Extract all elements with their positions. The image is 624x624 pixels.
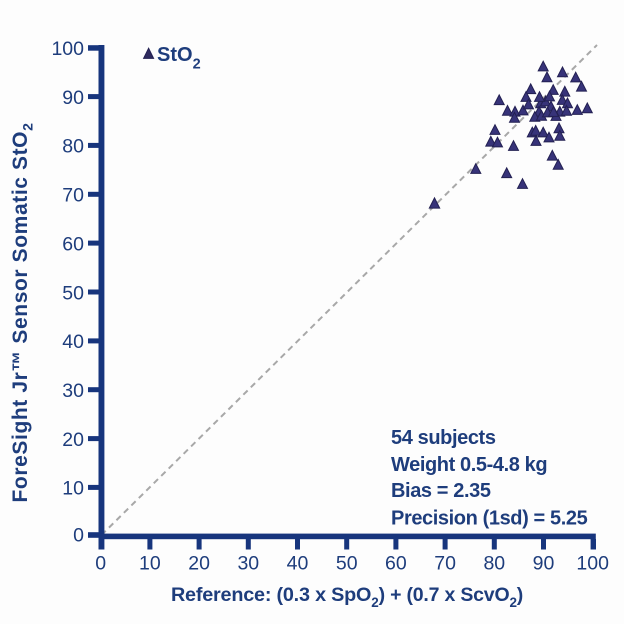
svg-text:10: 10	[62, 478, 84, 500]
svg-text:Reference: (0.3 x SpO2) + (0.7: Reference: (0.3 x SpO2) + (0.7 x ScvO2)	[171, 584, 523, 610]
svg-text:50: 50	[336, 553, 358, 575]
svg-text:90: 90	[62, 87, 84, 109]
svg-text:60: 60	[62, 233, 84, 255]
svg-text:50: 50	[62, 282, 84, 304]
svg-text:0: 0	[73, 525, 84, 547]
svg-text:70: 70	[62, 185, 84, 207]
svg-text:100: 100	[576, 553, 609, 575]
svg-text:Precision (1sd) = 5.25: Precision (1sd) = 5.25	[391, 507, 588, 529]
svg-text:20: 20	[62, 429, 84, 451]
svg-text:ForeSight Jr™ Sensor Somatic S: ForeSight Jr™ Sensor Somatic StO2	[9, 123, 36, 503]
svg-text:60: 60	[385, 553, 407, 575]
svg-text:90: 90	[533, 553, 555, 575]
svg-text:StO2: StO2	[157, 44, 201, 73]
svg-text:30: 30	[237, 553, 259, 575]
svg-text:70: 70	[434, 553, 456, 575]
svg-text:80: 80	[62, 136, 84, 158]
svg-text:40: 40	[287, 553, 309, 575]
svg-text:80: 80	[483, 553, 505, 575]
svg-text:20: 20	[188, 553, 210, 575]
svg-text:10: 10	[139, 553, 161, 575]
svg-text:54 subjects: 54 subjects	[391, 427, 496, 449]
svg-text:30: 30	[62, 380, 84, 402]
svg-text:Weight 0.5-4.8 kg: Weight 0.5-4.8 kg	[391, 454, 547, 476]
svg-text:0: 0	[95, 553, 106, 575]
svg-text:Bias = 2.35: Bias = 2.35	[391, 480, 491, 502]
svg-text:100: 100	[51, 38, 84, 60]
svg-text:40: 40	[62, 331, 84, 353]
